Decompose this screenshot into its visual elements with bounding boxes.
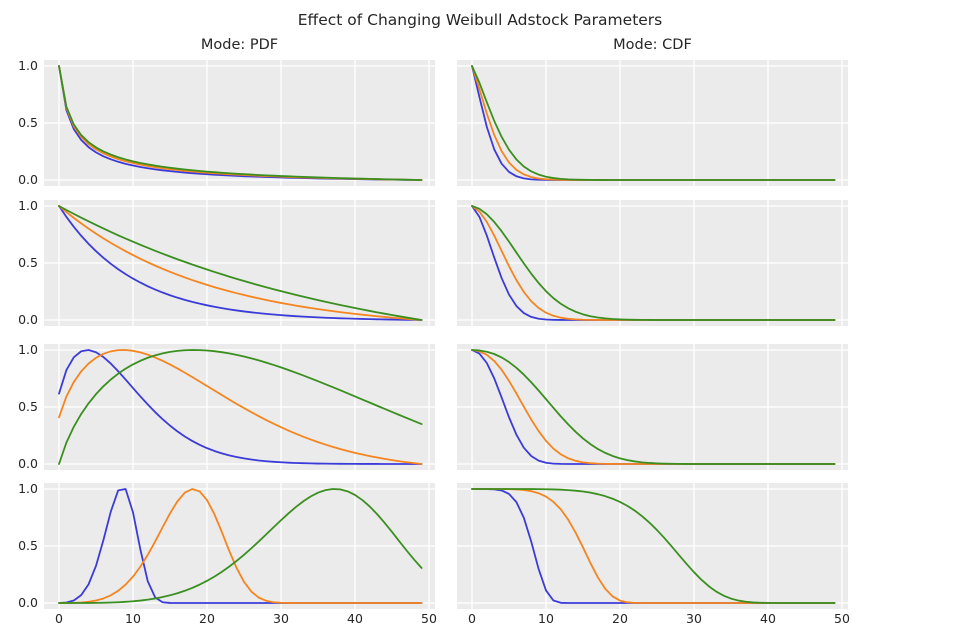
figure-title: Effect of Changing Weibull Adstock Param… [297, 11, 663, 29]
axes-row4-pdf [44, 483, 435, 609]
curve-pdf-shape1-scale=20 [58, 205, 423, 321]
x-tick-label: 50 [834, 611, 850, 626]
axes-row2-pdf [44, 200, 435, 326]
subplot-column-title-pdf: Mode: PDF [200, 37, 279, 53]
y-tick-label: 0.5 [18, 399, 38, 414]
axes-row3-pdf [44, 344, 435, 470]
y-tick-label: 1.0 [18, 58, 38, 73]
x-tick-label: 30 [686, 611, 702, 626]
x-tick-label: 40 [760, 611, 776, 626]
y-tick-label: 0.0 [18, 595, 38, 610]
y-tick-label: 0.5 [18, 255, 38, 270]
y-tick-label: 0.5 [18, 538, 38, 553]
curve-pdf-shape1-scale=10 [58, 205, 423, 321]
y-tick-label: 1.0 [18, 342, 38, 357]
curve-pdf-shape0.5-scale=40 [58, 65, 423, 181]
x-tick-label: 20 [199, 611, 215, 626]
curve-cdf-shape5-scale=40 [471, 488, 836, 604]
x-tick-label: 40 [347, 611, 363, 626]
x-tick-label: 0 [55, 611, 63, 626]
x-tick-label: 30 [273, 611, 289, 626]
curve-cdf-shape1.5-scale=40 [471, 349, 836, 465]
axes-row3-cdf [457, 344, 848, 470]
curve-pdf-shape1.5-scale=20 [58, 349, 423, 465]
axes-row2-cdf [457, 200, 848, 326]
curve-pdf-shape5-scale=40 [58, 488, 423, 604]
x-tick-label: 50 [421, 611, 437, 626]
x-tick-label: 10 [538, 611, 554, 626]
curve-cdf-shape0.5-scale=40 [471, 65, 836, 181]
axes-row1-cdf [457, 60, 848, 186]
axes-row1-pdf [44, 60, 435, 186]
curve-pdf-shape5-scale=20 [58, 488, 423, 604]
curve-cdf-shape1-scale=40 [471, 205, 836, 321]
curve-pdf-shape1.5-scale=40 [58, 349, 423, 465]
y-tick-label: 1.0 [18, 198, 38, 213]
x-tick-label: 0 [468, 611, 476, 626]
y-tick-label: 0.0 [18, 312, 38, 327]
axes-row4-cdf [457, 483, 848, 609]
x-tick-label: 20 [612, 611, 628, 626]
y-tick-label: 1.0 [18, 481, 38, 496]
x-tick-label: 10 [125, 611, 141, 626]
y-tick-label: 0.0 [18, 456, 38, 471]
y-tick-label: 0.5 [18, 115, 38, 130]
curve-pdf-shape1-scale=40 [58, 205, 423, 321]
y-tick-label: 0.0 [18, 172, 38, 187]
subplot-column-title-cdf: Mode: CDF [613, 37, 692, 53]
